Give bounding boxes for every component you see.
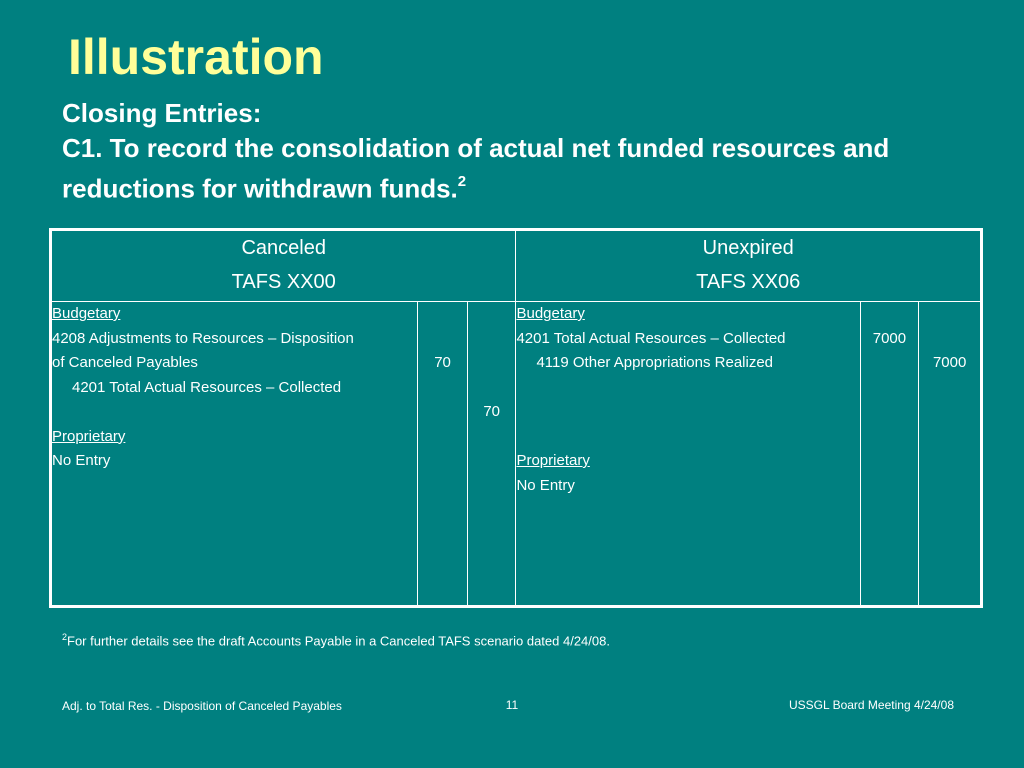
- spacer: [468, 351, 516, 376]
- canceled-credit-column: 70: [466, 301, 517, 607]
- unexpired-credit-account: 4119 Other Appropriations Realized: [536, 354, 774, 371]
- unexpired-proprietary-label: Proprietary: [516, 452, 590, 469]
- journal-entries-table: Canceled TAFS XX00 Unexpired TAFS XX06 B…: [49, 228, 983, 608]
- footnote-ref: 2: [457, 173, 467, 190]
- spacer: [418, 302, 467, 327]
- canceled-budgetary-label: Budgetary: [52, 305, 121, 322]
- canceled-proprietary-entry: No Entry: [52, 452, 111, 469]
- canceled-debit-column: 70: [417, 301, 468, 607]
- unexpired-debit-amount: 7000: [872, 329, 907, 347]
- spacer: [861, 302, 919, 327]
- subtitle-line-1: Closing Entries:: [62, 98, 262, 128]
- unexpired-credit-column: 7000: [918, 301, 982, 607]
- spacer: [52, 400, 417, 425]
- subtitle-text: C1. To record the consolidation of actua…: [62, 133, 890, 204]
- spacer: [468, 327, 516, 352]
- subtitle-line-2: C1. To record the consolidation of actua…: [62, 131, 962, 207]
- footer-title: Adj. to Total Res. - Disposition of Canc…: [62, 699, 342, 713]
- canceled-credit-account: 4201 Total Actual Resources – Collected: [72, 378, 342, 396]
- canceled-header-line2: TAFS XX00: [231, 271, 336, 293]
- canceled-debit-account-line1: 4208 Adjustments to Resources – Disposit…: [52, 329, 354, 347]
- footer-meeting: USSGL Board Meeting 4/24/08: [789, 698, 954, 712]
- canceled-accounts-cell: Budgetary 4208 Adjustments to Resources …: [49, 301, 419, 607]
- unexpired-budgetary-label: Budgetary: [516, 305, 585, 322]
- unexpired-debit-column: 7000: [859, 301, 920, 607]
- spacer: [516, 376, 859, 401]
- spacer: [468, 376, 516, 401]
- unexpired-proprietary-entry: No Entry: [516, 476, 575, 494]
- footer-page-number: 11: [505, 698, 519, 712]
- unexpired-tafs-header: Unexpired TAFS XX06: [515, 229, 982, 302]
- unexpired-debit-account: 4201 Total Actual Resources – Collected: [516, 329, 786, 347]
- spacer: [919, 302, 980, 327]
- canceled-proprietary-label: Proprietary: [52, 427, 126, 445]
- spacer: [919, 327, 980, 352]
- spacer: [516, 400, 859, 425]
- unexpired-header-line1: Unexpired: [702, 237, 794, 259]
- unexpired-accounts-cell: Budgetary 4201 Total Actual Resources – …: [515, 301, 861, 607]
- spacer: [418, 327, 467, 352]
- canceled-debit-account-line2: of Canceled Payables: [52, 354, 198, 371]
- unexpired-header-line2: TAFS XX06: [696, 271, 801, 293]
- table-header-row: Canceled TAFS XX00 Unexpired TAFS XX06: [49, 229, 982, 302]
- slide-subtitle: Closing Entries: C1. To record the conso…: [62, 96, 962, 207]
- unexpired-credit-amount: 7000: [932, 354, 967, 371]
- footnote-text: For further details see the draft Accoun…: [67, 633, 610, 649]
- canceled-header-line1: Canceled: [241, 237, 326, 259]
- spacer: [516, 425, 859, 450]
- canceled-credit-amount: 70: [483, 403, 500, 420]
- canceled-debit-amount: 70: [434, 354, 451, 371]
- footnote-marker: 2: [62, 632, 68, 642]
- slide-title: Illustration: [68, 29, 324, 85]
- canceled-tafs-header: Canceled TAFS XX00: [49, 229, 517, 302]
- footnote: 2For further details see the draft Accou…: [62, 632, 610, 648]
- spacer: [468, 302, 516, 327]
- table-body-row: Budgetary 4208 Adjustments to Resources …: [49, 301, 982, 607]
